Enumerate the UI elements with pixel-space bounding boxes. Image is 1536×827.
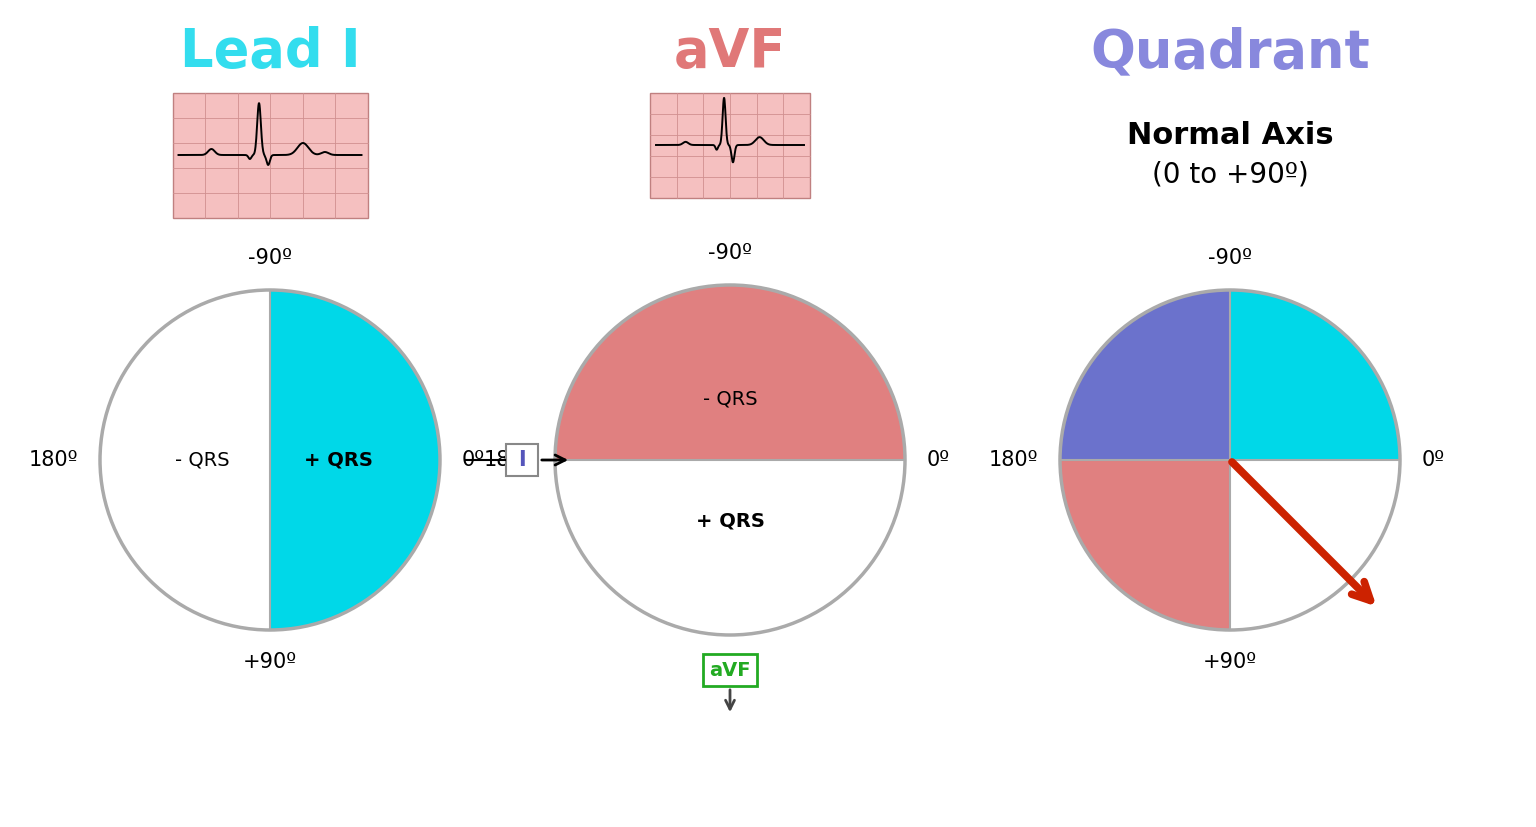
Wedge shape xyxy=(1060,290,1230,460)
Text: Lead I: Lead I xyxy=(180,26,361,78)
Text: -90º: -90º xyxy=(1207,248,1252,268)
Text: -90º: -90º xyxy=(247,248,292,268)
Text: + QRS: + QRS xyxy=(304,451,372,470)
Text: +90º: +90º xyxy=(1203,652,1256,672)
Bar xyxy=(172,93,367,218)
Text: 180º: 180º xyxy=(989,450,1038,470)
Text: 0º: 0º xyxy=(928,450,951,470)
Bar xyxy=(650,93,809,198)
FancyBboxPatch shape xyxy=(703,654,757,686)
Wedge shape xyxy=(270,290,439,630)
Text: Normal Axis: Normal Axis xyxy=(1127,121,1333,150)
Text: aVF: aVF xyxy=(674,26,786,78)
Text: (0 to +90º): (0 to +90º) xyxy=(1152,161,1309,189)
Text: 180º: 180º xyxy=(29,450,78,470)
Text: Quadrant: Quadrant xyxy=(1091,26,1370,78)
Text: -90º: -90º xyxy=(708,243,753,263)
Text: 0º: 0º xyxy=(1422,450,1445,470)
Text: - QRS: - QRS xyxy=(175,451,229,470)
FancyBboxPatch shape xyxy=(505,444,538,476)
Text: I: I xyxy=(518,450,525,470)
Text: 180º: 180º xyxy=(484,450,533,470)
Text: + QRS: + QRS xyxy=(696,512,765,531)
Wedge shape xyxy=(1230,290,1399,460)
Text: 0º: 0º xyxy=(462,450,485,470)
Text: +90º: +90º xyxy=(703,657,757,677)
Wedge shape xyxy=(1060,460,1230,630)
Text: aVF: aVF xyxy=(710,661,751,680)
Wedge shape xyxy=(554,285,905,460)
Text: - QRS: - QRS xyxy=(702,390,757,409)
Text: +90º: +90º xyxy=(243,652,296,672)
